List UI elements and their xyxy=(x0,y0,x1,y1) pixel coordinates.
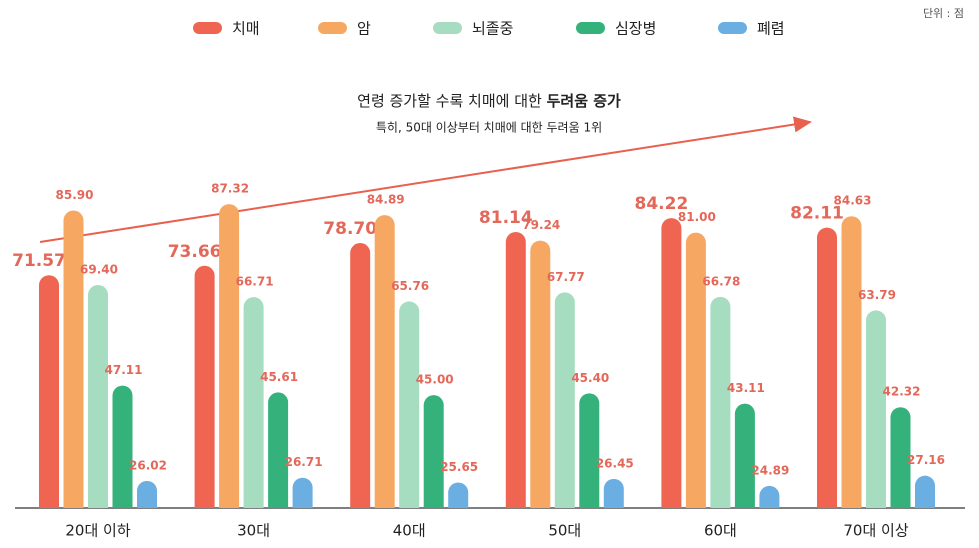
value-label: 67.77 xyxy=(547,270,585,284)
x-tick-label: 70대 이상 xyxy=(843,522,908,540)
bar xyxy=(685,232,706,508)
value-label: 84.22 xyxy=(635,194,689,214)
value-label: 27.16 xyxy=(907,453,945,467)
bar xyxy=(374,215,395,508)
value-label: 63.79 xyxy=(858,288,896,302)
bar xyxy=(890,407,911,508)
bar xyxy=(112,385,133,508)
legend-swatch xyxy=(318,22,347,34)
bar xyxy=(866,310,886,508)
value-label: 82.11 xyxy=(790,204,844,224)
bar xyxy=(39,275,59,508)
value-label: 84.63 xyxy=(834,194,872,208)
bar xyxy=(661,218,682,508)
value-label: 84.89 xyxy=(367,193,405,207)
value-label: 69.40 xyxy=(80,262,118,276)
bar xyxy=(88,284,108,508)
subtitle: 특히, 50대 이상부터 치매에 대한 두려움 1위 xyxy=(376,121,602,135)
bar xyxy=(219,204,240,509)
annotation: 연령 증가할 수록 치매에 대한 두려움 증가 xyxy=(357,92,621,110)
x-tick-label: 30대 xyxy=(237,522,270,540)
value-label: 26.71 xyxy=(285,455,323,469)
bar xyxy=(603,478,624,508)
value-label: 81.14 xyxy=(479,208,533,228)
value-label: 85.90 xyxy=(56,188,94,202)
legend-label: 치매 xyxy=(232,20,260,38)
value-label: 43.11 xyxy=(727,381,765,395)
bar xyxy=(710,296,731,508)
x-tick-label: 60대 xyxy=(704,522,737,540)
x-tick-label: 50대 xyxy=(548,522,581,540)
value-label: 45.00 xyxy=(416,373,454,387)
bar xyxy=(137,480,157,508)
value-label: 71.57 xyxy=(12,251,66,271)
bar xyxy=(734,403,755,508)
legend-label: 심장병 xyxy=(615,20,656,38)
value-label: 66.71 xyxy=(236,275,274,289)
bar xyxy=(841,216,862,508)
value-label: 45.61 xyxy=(260,370,298,384)
value-label: 25.65 xyxy=(440,460,478,474)
bar xyxy=(579,393,600,508)
value-label: 66.78 xyxy=(702,274,740,288)
bar xyxy=(817,227,837,508)
value-label: 79.24 xyxy=(522,218,560,232)
legend-swatch xyxy=(718,22,747,34)
bar xyxy=(243,297,264,508)
bar xyxy=(505,231,526,508)
value-label: 26.02 xyxy=(129,458,167,472)
bar xyxy=(759,485,780,508)
value-label: 24.89 xyxy=(751,463,789,477)
bar xyxy=(399,301,420,508)
legend-swatch xyxy=(193,22,222,34)
trend-arrow xyxy=(39,116,812,243)
bar xyxy=(423,395,444,508)
value-label: 73.66 xyxy=(168,242,222,262)
annotation-text: 연령 증가할 수록 치매에 대한 xyxy=(357,92,542,110)
value-label: 78.70 xyxy=(323,219,377,239)
bar xyxy=(292,477,313,508)
bar xyxy=(194,265,215,508)
value-label: 45.40 xyxy=(571,371,609,385)
legend-label: 뇌졸중 xyxy=(472,20,513,38)
bar xyxy=(268,392,289,508)
value-label: 81.00 xyxy=(678,210,716,224)
value-label: 87.32 xyxy=(211,182,249,196)
value-label: 26.45 xyxy=(596,456,634,470)
value-label: 65.76 xyxy=(391,279,429,293)
annotation-emphasis: 두려움 증가 xyxy=(547,92,621,110)
x-tick-label: 40대 xyxy=(393,522,426,540)
legend-label: 폐렴 xyxy=(757,20,785,38)
bar xyxy=(63,210,84,508)
bar xyxy=(448,482,469,508)
bar xyxy=(554,292,575,508)
value-label: 42.32 xyxy=(883,385,921,399)
bar xyxy=(350,243,371,508)
legend-label: 암 xyxy=(357,20,371,38)
bar xyxy=(915,475,935,508)
legend-swatch xyxy=(433,22,462,34)
x-tick-label: 20대 이하 xyxy=(65,522,130,540)
legend-swatch xyxy=(576,22,605,34)
value-label: 47.11 xyxy=(105,363,143,377)
bar xyxy=(530,240,551,508)
unit-note: 단위 : 점 xyxy=(923,7,964,20)
